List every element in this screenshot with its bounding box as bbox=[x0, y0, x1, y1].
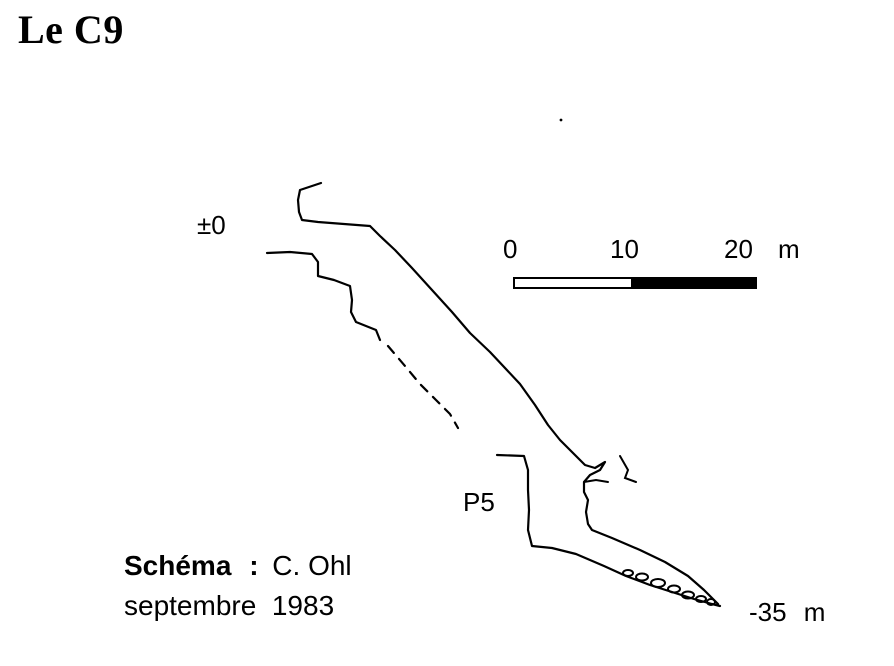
diagram-title: Le C9 bbox=[18, 7, 124, 52]
scale-tick-0: 0 bbox=[503, 234, 518, 264]
scale-bar-white-segment bbox=[513, 277, 633, 289]
cave-wall-lower bbox=[265, 250, 382, 342]
scale-tick-20: 20 bbox=[724, 234, 753, 264]
credit-separator: : bbox=[249, 550, 259, 581]
cave-wall-notch bbox=[619, 455, 637, 483]
floor-boulders bbox=[622, 569, 716, 606]
scale-unit: m bbox=[778, 234, 800, 264]
credit-block: Schéma : C. Ohl septembre 1983 bbox=[124, 546, 352, 626]
credit-date: septembre 1983 bbox=[124, 590, 335, 621]
cave-wall-upper bbox=[296, 181, 720, 606]
scale-bar-labels: 0 10 20 m bbox=[0, 234, 894, 264]
scale-bar bbox=[513, 277, 757, 289]
cave-wall-rim bbox=[583, 478, 609, 483]
pitch-and-floor bbox=[495, 453, 722, 608]
scale-bar-black-segment bbox=[631, 277, 757, 289]
bottom-depth-label: -35 m bbox=[749, 597, 826, 627]
credit-label: Schéma bbox=[124, 550, 232, 581]
pitch-label: P5 bbox=[463, 487, 495, 517]
credit-author: C. Ohl bbox=[272, 550, 352, 581]
credit-line-author: Schéma : C. Ohl bbox=[124, 546, 352, 586]
entrance-depth-label: ±0 bbox=[197, 210, 226, 240]
speck-dot bbox=[559, 118, 563, 122]
cave-wall-dashed bbox=[386, 344, 460, 430]
scale-tick-10: 10 bbox=[610, 234, 639, 264]
